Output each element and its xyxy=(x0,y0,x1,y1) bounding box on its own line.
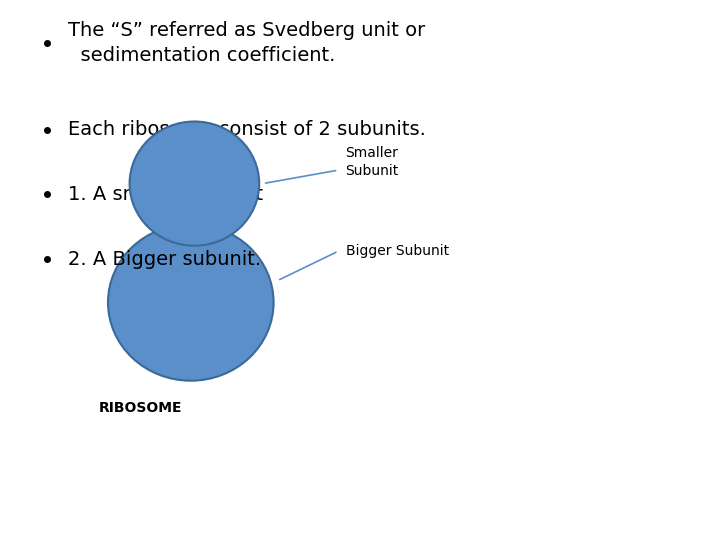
Text: 1. A smaller subunit: 1. A smaller subunit xyxy=(68,185,264,204)
Ellipse shape xyxy=(130,122,259,246)
Text: RIBOSOME: RIBOSOME xyxy=(99,401,182,415)
Text: The “S” referred as Svedberg unit or
  sedimentation coefficient.: The “S” referred as Svedberg unit or sed… xyxy=(68,21,426,65)
Text: Each ribosome consist of 2 subunits.: Each ribosome consist of 2 subunits. xyxy=(68,120,426,139)
Text: Bigger Subunit: Bigger Subunit xyxy=(346,244,449,258)
Text: 2. A Bigger subunit.: 2. A Bigger subunit. xyxy=(68,249,261,269)
Ellipse shape xyxy=(108,224,274,381)
Text: Smaller
Subunit: Smaller Subunit xyxy=(346,146,399,178)
